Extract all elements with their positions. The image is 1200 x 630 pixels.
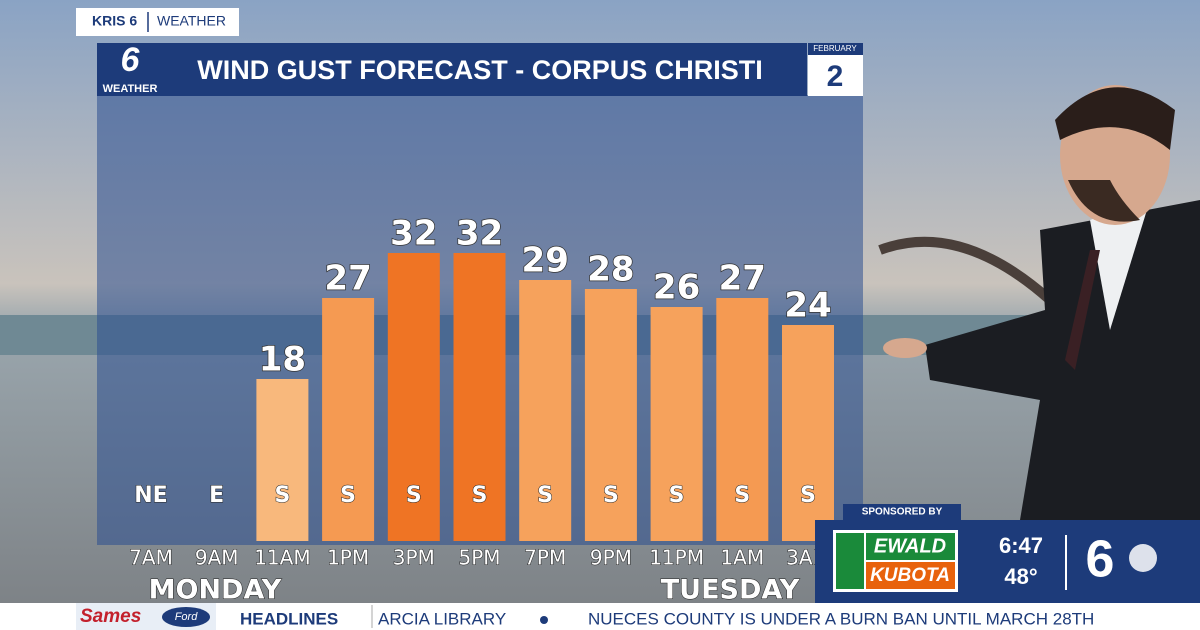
bar [716,298,769,541]
station-name: KRIS 6 [92,13,137,29]
x-tick-label: 9PM [590,546,632,570]
wind-direction: S [800,483,816,508]
date-day: 2 [827,60,844,93]
x-tick-label: 1AM [720,546,764,570]
wind-direction: S [340,483,356,508]
wind-direction: S [274,483,290,508]
ford-oval [162,607,210,627]
wind-direction: S [472,483,488,508]
ticker-bullet [540,616,548,624]
bar [387,253,440,541]
ticker-label: HEADLINES [240,609,338,628]
sponsor-top-bg [866,533,955,560]
presenter [883,85,1200,520]
value-label: 27 [324,259,371,299]
wind-direction: S [406,483,422,508]
value-label: 26 [653,268,700,308]
value-label: 29 [522,241,569,281]
sponsor-bottom: KUBOTA [870,565,950,586]
bar [256,379,309,541]
sponsored-by: SPONSORED BY [862,507,943,518]
bar [650,307,703,541]
x-tick-label: 3PM [393,546,435,570]
bar [453,253,506,541]
wind-direction: S [537,483,553,508]
date-month-bar [808,43,863,55]
date-month: FEBRUARY [813,44,857,53]
x-tick-label: 7AM [129,546,173,570]
bar [322,298,375,541]
x-tick-label: 5PM [458,546,500,570]
temperature: 48° [1004,564,1037,589]
lower-logo: 6 [1086,531,1115,589]
chart-title: WIND GUST FORECAST - CORPUS CHRISTI [197,55,763,85]
ticker-brand: Ford [175,611,199,623]
x-tick-label: 7PM [524,546,566,570]
value-label: 32 [456,214,503,254]
x-tick-label: 1PM [327,546,369,570]
logo-number: 6 [121,41,141,79]
network-logo [1129,544,1157,572]
x-tick-label: 11PM [649,546,704,570]
wind-direction: S [603,483,619,508]
wind-direction: S [734,483,750,508]
ticker-sponsor: Sames [80,606,141,627]
day-label: TUESDAY [661,575,800,606]
wind-direction: E [209,483,224,508]
sponsor-top: EWALD [874,535,946,557]
value-label: 27 [719,259,766,299]
station-tag [76,8,239,36]
bar [782,325,834,541]
sponsor-bottom-bg [866,562,955,589]
wind-direction: NE [134,483,167,508]
plot: NE 7AM E 9AM 18 S 11AM 27 S 1PM 32 S 3PM 32 S 5PM 29 S 7PM… [129,213,834,606]
ticker-item: NUECES COUNTY IS UNDER A BURN BAN UNTIL … [588,609,1094,628]
sponsored-tab [843,504,961,520]
wind-direction: S [669,483,685,508]
station-section: WEATHER [157,13,226,29]
value-label: 28 [587,250,634,290]
value-label: 18 [259,340,306,380]
day-label: MONDAY [149,575,282,606]
clock: 6:47 [999,533,1043,558]
value-label: 24 [784,286,831,326]
sponsor-mark [836,533,864,589]
ticker-item: ARCIA LIBRARY [378,609,506,628]
x-tick-label: 9AM [195,546,239,570]
bar [584,289,637,541]
pier-arch [878,236,1054,304]
bar [519,280,572,541]
value-label: 32 [390,214,437,254]
title-bar [97,43,807,96]
logo-label: WEATHER [103,83,158,95]
x-tick-label: 11AM [254,546,310,570]
